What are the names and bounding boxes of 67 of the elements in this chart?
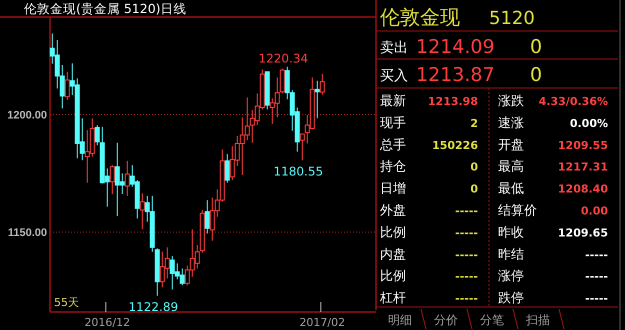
text: 0 [530,36,542,58]
text: ----- [455,270,478,284]
text: 最低 [498,182,524,197]
text: 分价 [434,313,458,327]
text: 0 [530,64,542,86]
x-tick-label: 2017/02 [299,316,346,329]
text: 5120 [489,8,535,29]
text: ----- [455,226,478,240]
text: 涨停 [498,269,524,284]
text: 日增 [380,182,406,197]
text: 内盘 [380,247,406,262]
text: 总手 [379,138,406,153]
annotation: 1180.55 [273,164,324,178]
text: 2 [470,116,478,130]
text: ----- [455,248,478,262]
text: ----- [455,292,478,306]
text: ----- [455,204,478,218]
text: 0 [470,160,478,174]
text: 分笔 [480,313,504,327]
text: 比例 [380,269,406,284]
text: 明细 [388,313,412,327]
text: 买入 [380,68,408,84]
text: 外盘 [380,204,406,218]
text: 开盘 [498,138,524,153]
text: 伦敦金现 [380,5,460,29]
text: 1213.98 [428,95,478,108]
candlestick [320,73,325,96]
text: ----- [585,248,608,262]
text: ----- [585,270,608,284]
y-tick-label: 1200.00 [7,110,47,122]
candlestick [140,192,145,230]
text: 1217.31 [558,160,608,174]
text: 卖出 [380,40,408,56]
text: 4.33/0.36% [538,95,608,108]
text: 涨跌 [498,94,524,109]
annotation: 55天 [54,296,79,309]
x-tick-label: 2016/12 [84,316,130,329]
text: 0.00 [580,204,608,218]
y-tick-label: 1150.00 [8,227,47,240]
candlestick [314,80,320,119]
annotation: 1122.89 [128,300,178,314]
text: 0.00% [570,116,608,130]
text: 1209.65 [558,226,608,240]
text: 杠杆 [379,291,406,306]
text: 昨结 [498,247,524,262]
text: 扫描 [525,313,550,327]
text: 现手 [380,116,406,131]
text: 速涨 [498,116,524,131]
text: 持仓 [380,160,406,175]
text: 1208.40 [558,182,608,196]
text: 最高 [498,158,524,175]
candlestick [200,209,205,254]
text: 最新 [380,94,406,109]
text: 比例 [380,225,406,240]
text: 1214.09 [416,36,495,58]
text: 1213.87 [416,64,495,86]
text: 跌停 [498,291,524,306]
annotation: 1220.34 [258,52,308,66]
candlestick [124,160,130,196]
text: 150226 [432,138,478,152]
candlestick [64,71,70,100]
text: 1209.55 [558,138,608,152]
text: 0 [470,182,478,196]
text: ----- [585,292,608,306]
text: 结算价 [498,204,537,218]
chart-title: 伦敦金现(贵金属 5120)日线 [24,1,187,16]
text: 昨收 [498,225,524,240]
